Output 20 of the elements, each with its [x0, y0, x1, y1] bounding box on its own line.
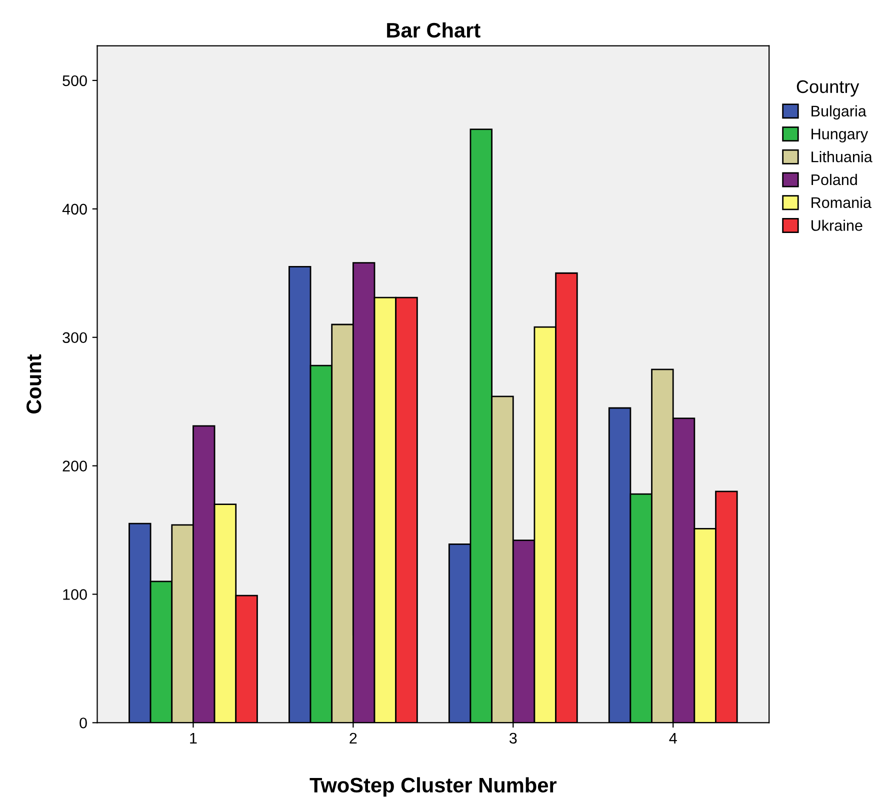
- x-tick-label: 2: [350, 732, 357, 744]
- x-tick-label: 3: [509, 732, 517, 744]
- legend-label: Bulgaria: [812, 105, 866, 120]
- x-tick-label: 4: [669, 732, 677, 744]
- y-tick-label: 0: [80, 718, 87, 728]
- y-tick-label: 100: [63, 589, 87, 600]
- legend-label: Lithuania: [812, 151, 872, 162]
- legend-label: Hungary: [812, 128, 868, 142]
- y-axis-title: Count: [26, 354, 42, 414]
- chart-title: Bar Chart: [387, 22, 480, 38]
- legend-label: Ukraine: [812, 220, 862, 231]
- y-tick-label: 200: [62, 460, 87, 472]
- y-tick-label: 500: [62, 75, 87, 86]
- y-tick-label: 400: [62, 204, 87, 215]
- y-tick-label: 300: [62, 332, 87, 344]
- legend-title: Country: [796, 80, 860, 97]
- x-axis-title: TwoStep Cluster Number: [310, 777, 557, 797]
- legend-label: Romania: [812, 196, 872, 208]
- legend-label: Poland: [812, 174, 857, 186]
- x-tick-label: 1: [190, 732, 197, 744]
